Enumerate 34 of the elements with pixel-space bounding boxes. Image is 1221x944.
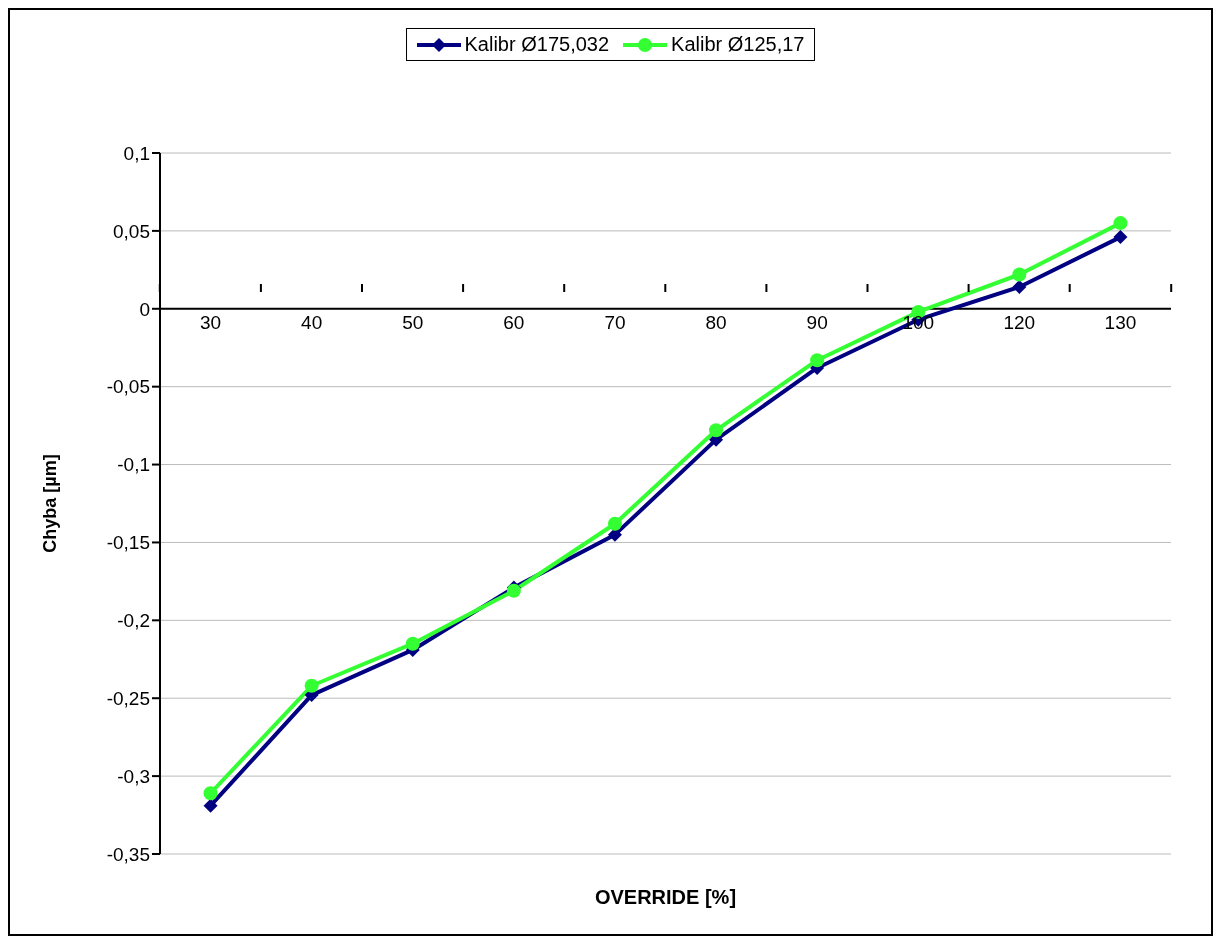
x-tick-label: 130 <box>1104 312 1137 333</box>
point <box>304 678 319 693</box>
point <box>203 786 218 801</box>
x-tick-label: 80 <box>705 312 727 333</box>
point <box>810 353 825 368</box>
x-tick-label: 30 <box>199 312 222 333</box>
x-tick-label: 40 <box>301 312 323 333</box>
y-tick-label: -0,1 <box>117 454 150 476</box>
y-tick-label: -0,35 <box>106 843 150 865</box>
point <box>1113 230 1128 245</box>
point <box>203 798 218 813</box>
y-tick-label: 0,05 <box>113 220 150 242</box>
x-axis-title: OVERRIDE [%] <box>594 886 737 908</box>
y-axis-title: Chyba [µm] <box>40 454 61 553</box>
x-tick-label: 70 <box>604 312 626 333</box>
x-tick-label: 90 <box>806 312 828 333</box>
legend-label: Kalibr Ø175,032 <box>464 33 610 56</box>
y-tick-label: 0 <box>139 298 150 320</box>
x-tick-label: 60 <box>503 312 525 333</box>
point <box>1012 267 1027 282</box>
y-tick-label: -0,3 <box>117 765 150 787</box>
y-tick-label: 0,1 <box>123 142 150 164</box>
legend-label: Kalibr Ø125,17 <box>671 33 805 56</box>
y-tick-label: -0,05 <box>106 376 150 398</box>
y-tick-label: -0,2 <box>117 610 150 632</box>
point <box>405 636 420 651</box>
point <box>1113 216 1128 231</box>
x-tick-label: 120 <box>1003 312 1036 333</box>
point <box>607 516 622 531</box>
x-tick-label: 50 <box>402 312 424 333</box>
y-tick-label: -0,25 <box>106 687 150 709</box>
y-tick-label: -0,15 <box>106 532 150 554</box>
point <box>709 423 724 438</box>
point <box>1012 279 1027 294</box>
